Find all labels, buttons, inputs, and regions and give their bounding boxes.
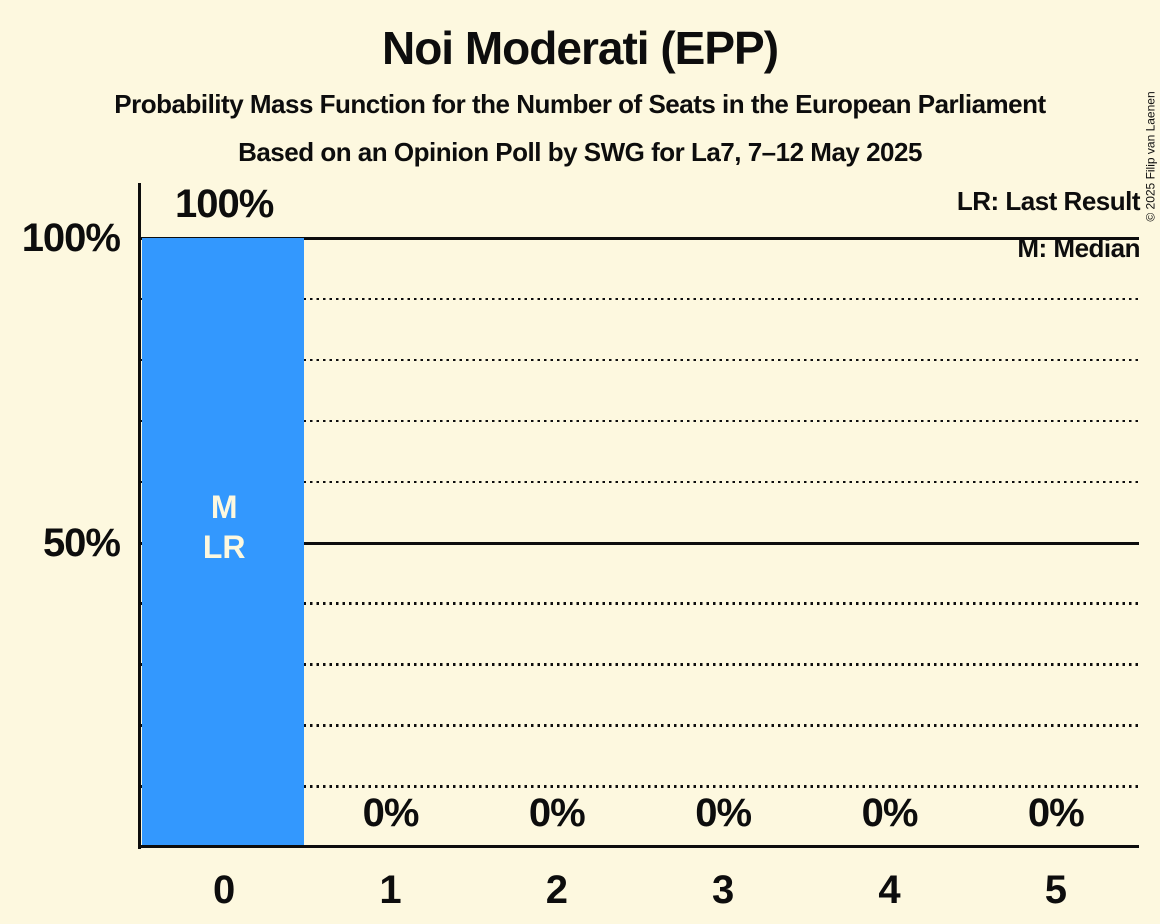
bar-annotation-line: LR — [202, 529, 246, 565]
x-tick-label-1: 1 — [379, 868, 402, 912]
bar-value-label-1: 0% — [362, 791, 420, 835]
gridline-80 — [141, 358, 1139, 362]
x-tick-label-5: 5 — [1044, 868, 1067, 912]
gridline-60 — [141, 480, 1139, 484]
x-tick-label-3: 3 — [712, 868, 735, 912]
bar-seats-0 — [142, 238, 305, 847]
y-tick-label-100pct: 100% — [21, 216, 121, 260]
copyright-notice: © 2025 Filip van Laenen — [1143, 91, 1158, 222]
bar-annotation-line: M — [210, 489, 238, 525]
bar-value-label-3: 0% — [695, 791, 752, 835]
gridline-90 — [141, 297, 1139, 301]
y-axis-line — [138, 183, 141, 849]
bar-value-label-4: 0% — [861, 791, 919, 835]
chart-title: Noi Moderati (EPP) — [381, 22, 779, 74]
x-tick-label-4: 4 — [878, 868, 901, 912]
x-axis-line — [138, 845, 1139, 848]
chart-subtitle: Probability Mass Function for the Number… — [114, 89, 1046, 119]
gridline-100-solid — [141, 237, 1139, 240]
gridline-50-solid — [141, 541, 1139, 545]
bar-value-label-2: 0% — [528, 791, 586, 835]
bar-annotation-median-last-result: M LR — [141, 487, 307, 567]
gridline-40 — [141, 602, 1139, 605]
legend-last-result: LR: Last Result — [956, 186, 1141, 216]
legend-median: M: Median — [1017, 233, 1140, 263]
gridline-30 — [141, 663, 1139, 666]
x-tick-label-0: 0 — [213, 868, 236, 912]
bar-value-label-0: 100% — [175, 182, 274, 226]
y-tick-label-50pct: 50% — [42, 520, 121, 565]
gridline-20 — [141, 724, 1139, 727]
x-tick-label-2: 2 — [545, 868, 568, 912]
bar-value-label-5: 0% — [1027, 791, 1085, 835]
gridline-10 — [141, 785, 1139, 788]
gridline-70 — [141, 419, 1139, 423]
chart-poll-source: Based on an Opinion Poll by SWG for La7,… — [238, 137, 922, 167]
